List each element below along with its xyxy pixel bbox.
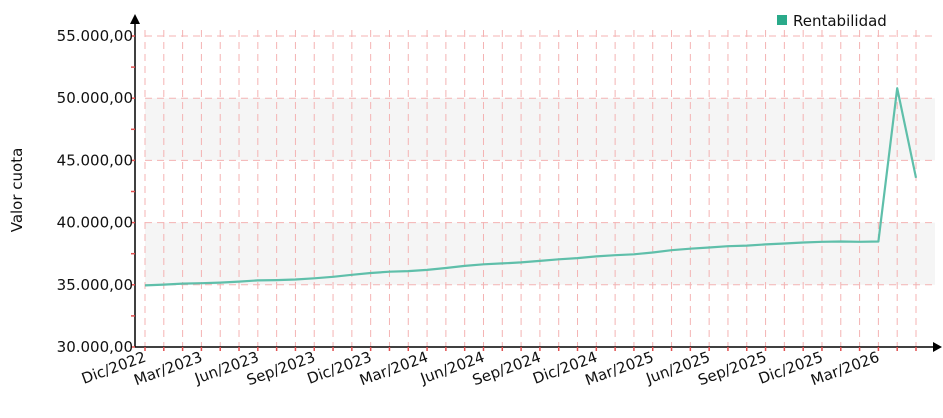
- y-tick-label: 30.000,00: [57, 338, 133, 356]
- y-axis-title: Valor cuota: [8, 148, 26, 233]
- x-tick-labels: Dic/2022Mar/2023Jun/2023Sep/2023Dic/2023…: [79, 348, 882, 389]
- legend: Rentabilidad: [777, 12, 887, 30]
- legend-marker: [777, 15, 787, 25]
- y-tick-label: 55.000,00: [57, 27, 133, 45]
- axes: [130, 14, 942, 352]
- y-tick-label: 40.000,00: [57, 214, 133, 232]
- y-tick-label: 50.000,00: [57, 89, 133, 107]
- x-axis-arrow: [933, 342, 942, 352]
- y-tick-label: 35.000,00: [57, 276, 133, 294]
- y-tick-label: 45.000,00: [57, 151, 133, 169]
- legend-label: Rentabilidad: [793, 12, 887, 30]
- y-tick-labels: 30.000,00 35.000,00 40.000,00 45.000,00 50.0…: [57, 27, 133, 356]
- y-axis-arrow: [130, 14, 140, 24]
- grid-lines: [144, 30, 935, 348]
- series-line-rentabilidad: [144, 87, 918, 287]
